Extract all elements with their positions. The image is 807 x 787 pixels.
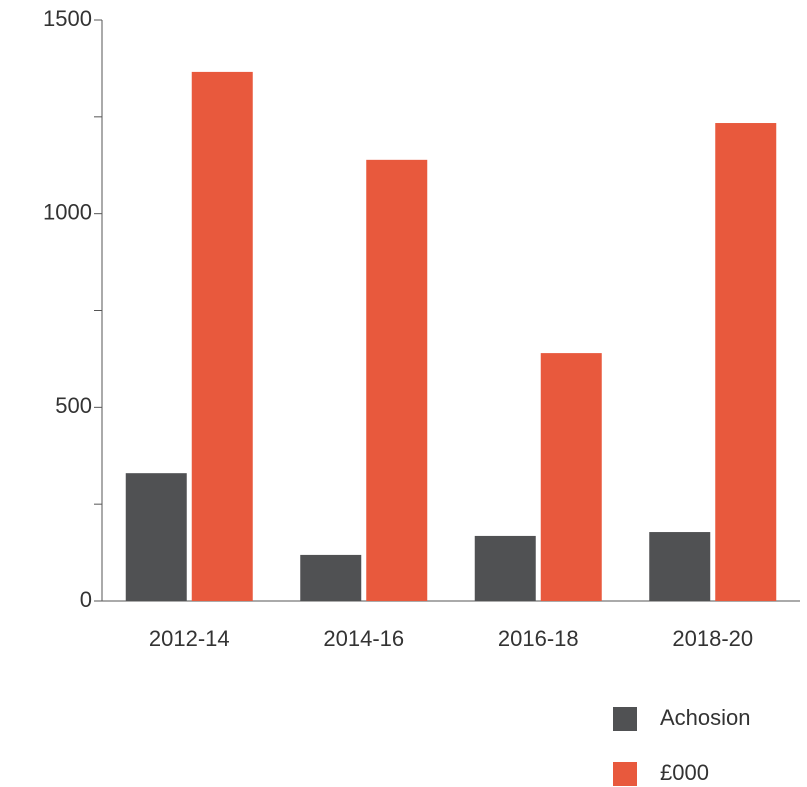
x-tick-label: 2018-20 xyxy=(672,626,753,651)
y-tick-label: 500 xyxy=(55,393,92,418)
x-tick-label: 2012-14 xyxy=(149,626,230,651)
legend-label: Achosion xyxy=(660,705,751,730)
bar xyxy=(300,554,362,601)
bar xyxy=(540,353,602,601)
bar xyxy=(715,123,777,601)
x-tick-label: 2016-18 xyxy=(498,626,579,651)
y-tick-label: 0 xyxy=(80,587,92,612)
bar xyxy=(474,535,536,601)
y-tick-label: 1500 xyxy=(43,6,92,31)
y-tick-label: 1000 xyxy=(43,199,92,224)
bar xyxy=(366,159,428,601)
bar xyxy=(125,473,187,601)
x-tick-label: 2014-16 xyxy=(323,626,404,651)
legend-label: £000 xyxy=(660,760,709,785)
legend-swatch xyxy=(613,762,637,786)
bar xyxy=(649,532,711,601)
legend-swatch xyxy=(613,707,637,731)
bar xyxy=(191,71,253,602)
